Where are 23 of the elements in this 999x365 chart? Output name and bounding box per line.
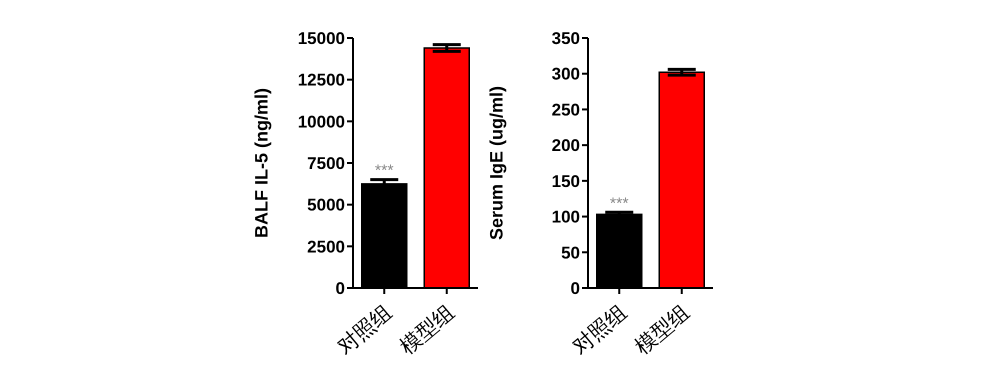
x-tick-label: 模型组 xyxy=(395,300,459,360)
y-tick-label: 15000 xyxy=(298,29,345,48)
y-axis-title: BALF IL-5 (ng/ml) xyxy=(251,88,272,238)
annotation: *** xyxy=(610,195,629,212)
y-tick-label: 300 xyxy=(552,64,580,84)
y-tick-label: 10000 xyxy=(298,112,345,132)
x-tick-label: 模型组 xyxy=(630,300,694,360)
y-tick-label: 100 xyxy=(552,208,580,227)
y-tick-label: 250 xyxy=(552,100,580,120)
x-tick-label: 对照组 xyxy=(568,300,632,360)
annotation: *** xyxy=(374,162,394,180)
y-tick-label: 350 xyxy=(552,29,580,48)
y-tick-label: 5000 xyxy=(307,196,345,215)
y-tick-label: 0 xyxy=(336,279,345,298)
y-tick-label: 200 xyxy=(552,136,580,156)
x-tick-label: 对照组 xyxy=(332,300,396,360)
y-tick-label: 150 xyxy=(552,172,580,191)
y-tick-label: 12500 xyxy=(298,70,345,90)
y-tick-label: 7500 xyxy=(307,154,345,174)
y-tick-label: 2500 xyxy=(307,237,345,256)
y-tick-label: 0 xyxy=(570,279,580,298)
y-axis-title: Serum IgE (ug/ml) xyxy=(486,86,506,240)
y-tick-label: 50 xyxy=(561,243,580,262)
